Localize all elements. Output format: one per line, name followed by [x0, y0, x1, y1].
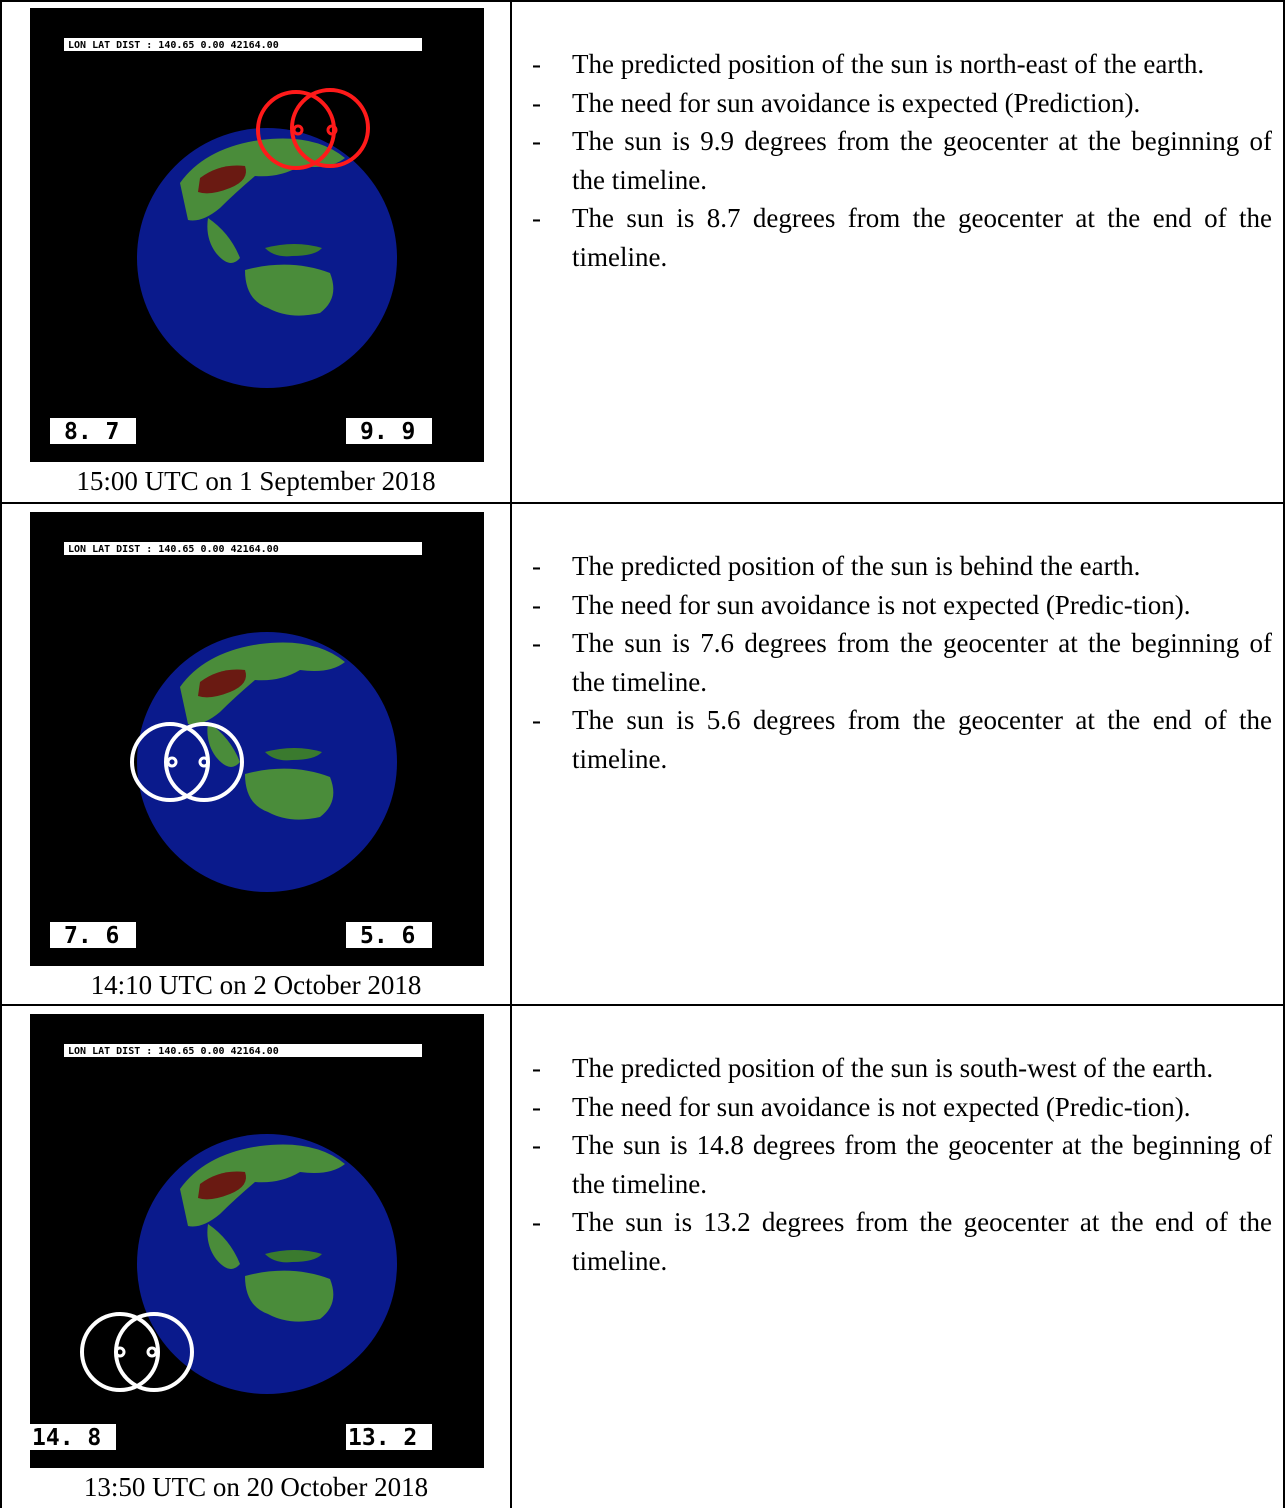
note-text: The sun is 8.7 degrees from the geocente…	[572, 203, 1272, 272]
dash-marker: -	[532, 203, 541, 233]
notes-list: - The predicted position of the sun is so…	[532, 1049, 1272, 1280]
sun-track-circles	[130, 722, 244, 802]
sun-position-figure: LON LAT DIST : 140.65 0.00 42164.00 8. 7…	[30, 8, 484, 462]
dash-marker: -	[532, 1130, 541, 1160]
figure-caption: 15:00 UTC on 1 September 2018	[76, 466, 436, 496]
list-item: - The sun is 13.2 degrees from the geocen…	[532, 1203, 1272, 1280]
start-angle-value: 5. 6	[360, 923, 415, 949]
note-text: The predicted position of the sun is beh…	[572, 551, 1141, 581]
table-row-divider	[0, 502, 1285, 504]
figure-header-text: LON LAT DIST : 140.65 0.00 42164.00	[68, 544, 279, 555]
list-item: - The sun is 5.6 degrees from the geocent…	[532, 701, 1272, 778]
figure-header-text: LON LAT DIST : 140.65 0.00 42164.00	[68, 1046, 279, 1057]
list-item: - The sun is 14.8 degrees from the geocen…	[532, 1126, 1272, 1203]
earth-globe	[137, 1134, 397, 1394]
table-border-left	[0, 0, 2, 1508]
note-text: The sun is 7.6 degrees from the geocente…	[572, 628, 1272, 697]
dash-marker: -	[532, 126, 541, 156]
list-item: - The predicted position of the sun is no…	[532, 45, 1272, 84]
table-border-top	[0, 0, 1285, 2]
dash-marker: -	[532, 1053, 541, 1083]
list-item: - The sun is 8.7 degrees from the geocent…	[532, 199, 1272, 276]
notes-list: - The predicted position of the sun is be…	[532, 547, 1272, 778]
dash-marker: -	[532, 551, 541, 581]
list-item: - The need for sun avoidance is not expec…	[532, 1088, 1272, 1127]
note-text: The need for sun avoidance is expected (…	[572, 87, 1141, 118]
note-text: The sun is 9.9 degrees from the geocente…	[572, 126, 1272, 195]
sun-position-figure: LON LAT DIST : 140.65 0.00 42164.00 14. …	[30, 1014, 484, 1468]
table-column-divider	[510, 0, 512, 1508]
earth-globe	[137, 128, 397, 388]
dash-marker: -	[532, 87, 541, 118]
figure-caption: 14:10 UTC on 2 October 2018	[90, 970, 422, 1000]
list-item: - The need for sun avoidance is not expec…	[532, 586, 1272, 625]
note-text: The need for sun avoidance is not expect…	[572, 1091, 1191, 1122]
sun-track-circles	[256, 88, 370, 170]
note-text: The predicted position of the sun is sou…	[572, 1053, 1214, 1083]
figure-caption: 13:50 UTC on 20 October 2018	[83, 1472, 429, 1502]
table-row-divider	[0, 1004, 1285, 1006]
note-text: The need for sun avoidance is not expect…	[572, 589, 1191, 620]
sun-position-figure: LON LAT DIST : 140.65 0.00 42164.00 7. 6…	[30, 512, 484, 966]
dash-marker: -	[532, 1091, 541, 1122]
note-text: The predicted position of the sun is nor…	[572, 49, 1205, 79]
list-item: - The need for sun avoidance is expected …	[532, 84, 1272, 123]
dash-marker: -	[532, 628, 541, 658]
dash-marker: -	[532, 49, 541, 79]
dash-marker: -	[532, 1207, 541, 1237]
list-item: - The predicted position of the sun is be…	[532, 547, 1272, 586]
start-angle-value: 13. 2	[348, 1425, 417, 1451]
list-item: - The predicted position of the sun is so…	[532, 1049, 1272, 1088]
end-angle-value: 14. 8	[32, 1425, 101, 1451]
dash-marker: -	[532, 589, 541, 620]
note-text: The sun is 13.2 degrees from the geocent…	[572, 1207, 1272, 1276]
table-border-right	[1283, 0, 1285, 1508]
dash-marker: -	[532, 705, 541, 735]
list-item: - The sun is 7.6 degrees from the geocent…	[532, 624, 1272, 701]
note-text: The sun is 5.6 degrees from the geocente…	[572, 705, 1272, 774]
earth-globe	[137, 632, 397, 892]
end-angle-value: 7. 6	[64, 923, 119, 949]
notes-list: - The predicted position of the sun is no…	[532, 45, 1272, 276]
start-angle-value: 9. 9	[360, 419, 415, 445]
figure-header-text: LON LAT DIST : 140.65 0.00 42164.00	[68, 40, 279, 51]
list-item: - The sun is 9.9 degrees from the geocent…	[532, 122, 1272, 199]
sun-track-circles	[80, 1312, 194, 1392]
note-text: The sun is 14.8 degrees from the geocent…	[572, 1130, 1272, 1199]
end-angle-value: 8. 7	[64, 419, 119, 445]
